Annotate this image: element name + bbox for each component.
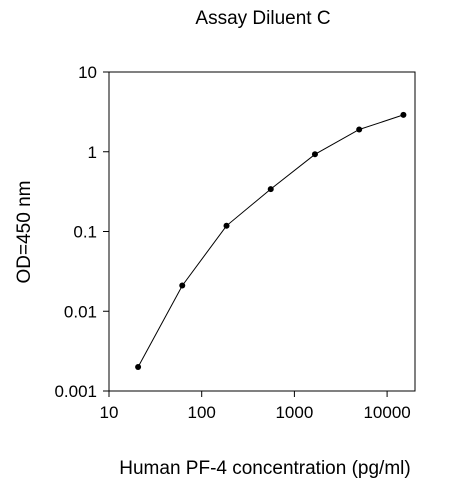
y-tick-label: 0.1 <box>73 223 97 242</box>
data-series <box>135 111 407 370</box>
data-point <box>400 111 407 118</box>
series-line <box>137 114 404 368</box>
data-point <box>179 282 186 289</box>
data-point <box>223 222 230 229</box>
x-axis-ticks: 10 100 1000 10000 <box>100 391 411 422</box>
x-tick-label: 10000 <box>363 403 410 422</box>
x-tick-label: 10 <box>100 403 119 422</box>
plot-area-frame <box>108 71 416 392</box>
x-axis-label: Human PF-4 concentration (pg/ml) <box>119 458 410 479</box>
data-point <box>311 151 318 158</box>
y-tick-label: 10 <box>78 63 97 82</box>
data-point <box>356 126 363 133</box>
x-tick-label: 100 <box>188 403 216 422</box>
y-axis-ticks: 10 1 0.1 0.01 0.001 <box>54 63 109 401</box>
y-axis-label: OD=450 nm <box>14 181 35 284</box>
x-tick-label: 1000 <box>275 403 313 422</box>
y-tick-label: 1 <box>88 143 97 162</box>
y-tick-label: 0.01 <box>64 302 97 321</box>
data-point <box>135 363 142 370</box>
data-point <box>267 186 274 193</box>
y-tick-label: 0.001 <box>54 382 97 401</box>
chart-title: Assay Diluent C <box>195 8 330 29</box>
